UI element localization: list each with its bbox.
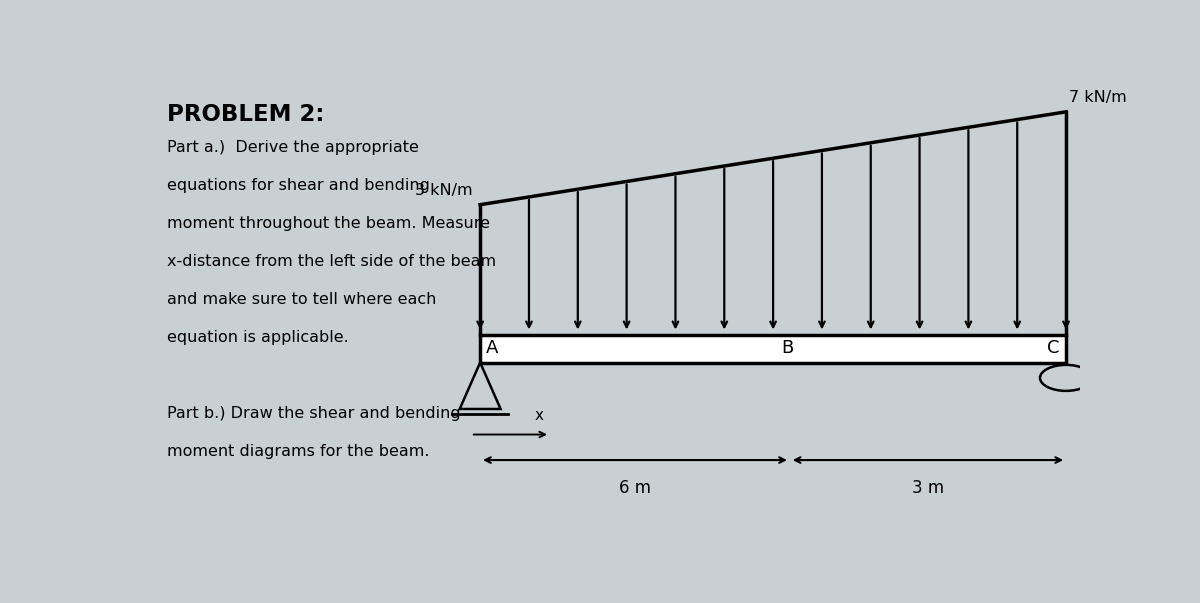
Text: x-distance from the left side of the beam: x-distance from the left side of the bea… <box>167 254 496 269</box>
Text: 6 m: 6 m <box>619 479 650 497</box>
Text: PROBLEM 2:: PROBLEM 2: <box>167 103 324 125</box>
Text: equation is applicable.: equation is applicable. <box>167 330 348 345</box>
Bar <box>480 335 1066 362</box>
Text: x: x <box>534 408 544 423</box>
Text: A: A <box>486 339 498 358</box>
Text: moment diagrams for the beam.: moment diagrams for the beam. <box>167 444 430 459</box>
Text: 7 kN/m: 7 kN/m <box>1069 90 1127 105</box>
Text: equations for shear and bending: equations for shear and bending <box>167 178 430 193</box>
Text: B: B <box>781 339 793 358</box>
Text: 3 m: 3 m <box>912 479 944 497</box>
Text: Part a.)  Derive the appropriate: Part a.) Derive the appropriate <box>167 140 419 155</box>
Text: and make sure to tell where each: and make sure to tell where each <box>167 292 436 307</box>
Text: 3 kN/m: 3 kN/m <box>415 183 473 198</box>
Text: C: C <box>1048 339 1060 358</box>
Text: Part b.) Draw the shear and bending: Part b.) Draw the shear and bending <box>167 406 461 421</box>
Text: moment throughout the beam. Measure: moment throughout the beam. Measure <box>167 216 490 231</box>
